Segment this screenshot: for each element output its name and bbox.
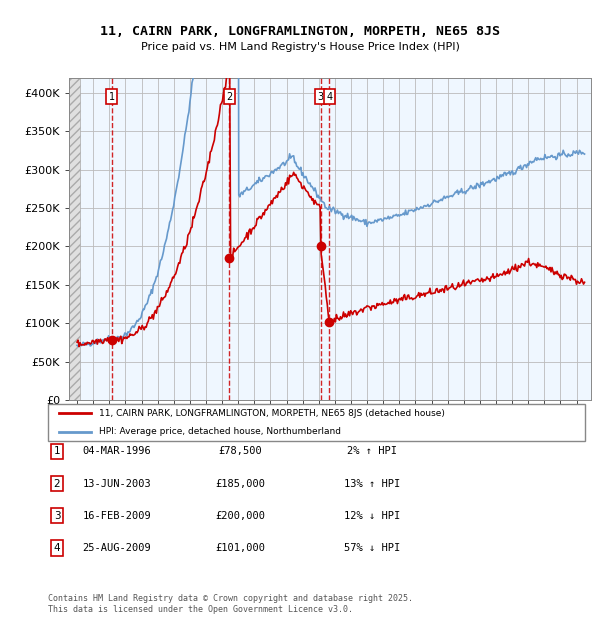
Text: Contains HM Land Registry data © Crown copyright and database right 2025.
This d: Contains HM Land Registry data © Crown c…	[48, 595, 413, 614]
Text: 2: 2	[53, 479, 61, 489]
Text: 11, CAIRN PARK, LONGFRAMLINGTON, MORPETH, NE65 8JS: 11, CAIRN PARK, LONGFRAMLINGTON, MORPETH…	[100, 25, 500, 38]
Text: £78,500: £78,500	[218, 446, 262, 456]
Text: 3: 3	[317, 92, 324, 102]
Text: 4: 4	[326, 92, 332, 102]
Text: 1: 1	[109, 92, 115, 102]
Text: 25-AUG-2009: 25-AUG-2009	[83, 543, 151, 553]
Text: £185,000: £185,000	[215, 479, 265, 489]
Text: 3: 3	[53, 511, 61, 521]
Text: HPI: Average price, detached house, Northumberland: HPI: Average price, detached house, Nort…	[99, 427, 341, 436]
Text: 11, CAIRN PARK, LONGFRAMLINGTON, MORPETH, NE65 8JS (detached house): 11, CAIRN PARK, LONGFRAMLINGTON, MORPETH…	[99, 409, 445, 418]
Text: Price paid vs. HM Land Registry's House Price Index (HPI): Price paid vs. HM Land Registry's House …	[140, 42, 460, 51]
Text: 1: 1	[53, 446, 61, 456]
Text: 57% ↓ HPI: 57% ↓ HPI	[344, 543, 400, 553]
Text: 4: 4	[53, 543, 61, 553]
Text: 04-MAR-1996: 04-MAR-1996	[83, 446, 151, 456]
FancyBboxPatch shape	[48, 404, 585, 441]
Text: 13-JUN-2003: 13-JUN-2003	[83, 479, 151, 489]
Text: £200,000: £200,000	[215, 511, 265, 521]
Text: 13% ↑ HPI: 13% ↑ HPI	[344, 479, 400, 489]
Text: 2: 2	[226, 92, 232, 102]
Bar	[69, 78, 80, 400]
Text: 12% ↓ HPI: 12% ↓ HPI	[344, 511, 400, 521]
Text: £101,000: £101,000	[215, 543, 265, 553]
Text: 16-FEB-2009: 16-FEB-2009	[83, 511, 151, 521]
Text: 2% ↑ HPI: 2% ↑ HPI	[347, 446, 397, 456]
